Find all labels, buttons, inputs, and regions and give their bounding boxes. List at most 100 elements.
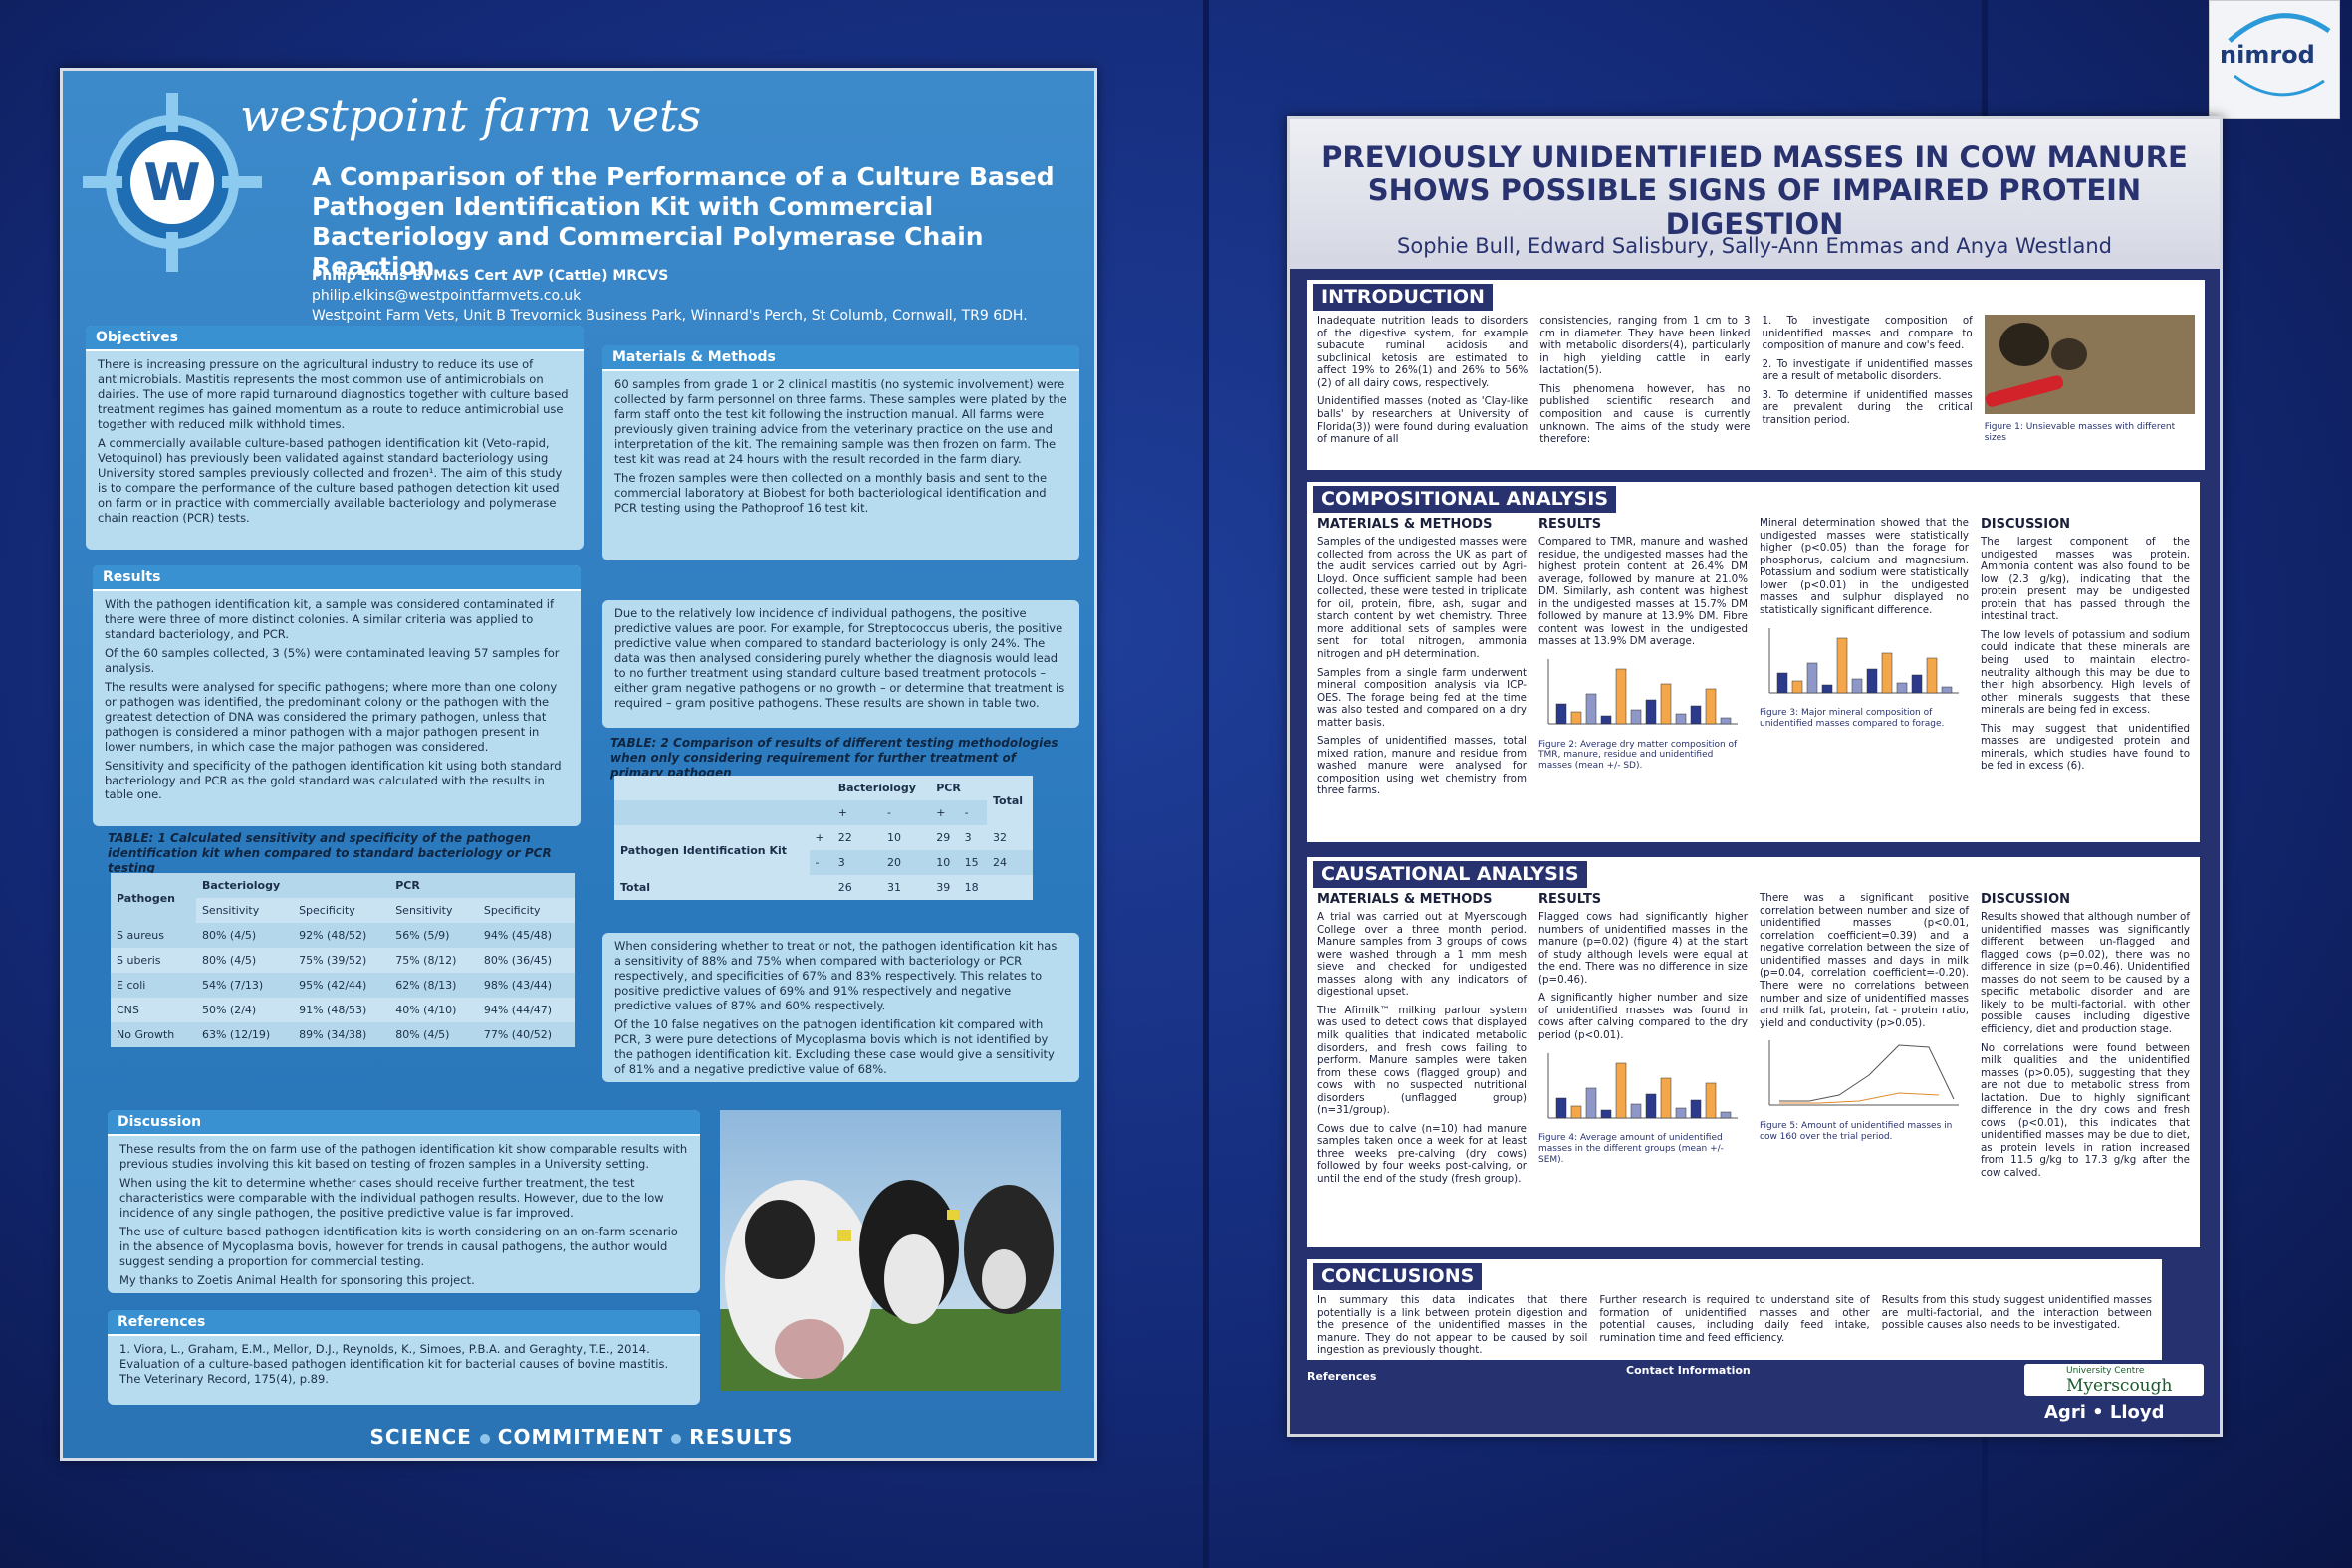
section-heading: References <box>108 1310 700 1337</box>
paragraph: When considering whether to treat or not… <box>614 939 1058 1012</box>
table-cell: 56% (5/9) <box>395 929 450 942</box>
table-row: Bacteriology PCR Total <box>614 776 1033 807</box>
paragraph: Unidentified masses (noted as 'Clay-like… <box>1317 395 1529 446</box>
brand: westpoint farm vets <box>240 89 702 142</box>
section-body: 1. Viora, L., Graham, E.M., Mellor, D.J.… <box>108 1336 700 1397</box>
table-header: Bacteriology <box>201 879 281 892</box>
table-row: S uberis 80% (4/5) 75% (39/52) 75% (8/12) 80… <box>111 948 575 973</box>
causational-analysis: CAUSATIONAL ANALYSIS MATERIALS & METHODS A… <box>1307 857 2200 1247</box>
row-sign: - <box>815 856 820 869</box>
column-heading: MATERIALS & METHODS <box>1317 892 1493 908</box>
paragraph: The Afimilk™ milking parlour system was … <box>1317 1004 1527 1117</box>
table-cell: 10 <box>886 831 901 844</box>
table-header: PCR <box>936 782 961 794</box>
paragraph: No correlations were found between milk … <box>1981 1041 2190 1179</box>
table-cell: 94% (45/48) <box>483 929 553 942</box>
author: Philip Elkins BVM&S Cert AVP (Cattle) MR… <box>312 268 669 284</box>
section-heading: COMPOSITIONAL ANALYSIS <box>1313 486 1616 514</box>
paragraph: Mineral determination showed that the un… <box>1760 517 1969 616</box>
section-body: Due to the relatively low incidence of i… <box>602 600 1079 721</box>
compositional-analysis: COMPOSITIONAL ANALYSIS MATERIALS & METHOD… <box>1307 482 2200 842</box>
columns: MATERIALS & METHODS Samples of the undige… <box>1307 517 2200 803</box>
section-heading: Objectives <box>86 326 584 352</box>
address: Westpoint Farm Vets, Unit B Trevornick B… <box>312 308 1028 324</box>
materials: Materials & Methods 60 samples from grad… <box>602 345 1079 560</box>
results-continued: When considering whether to treat or not… <box>602 933 1079 1082</box>
logo-swoosh <box>2228 13 2331 97</box>
column-heading: DISCUSSION <box>1981 892 2070 908</box>
figure-caption: Figure 3: Major mineral composition of u… <box>1760 708 1945 730</box>
table-row: S aureus 80% (4/5) 92% (48/52) 56% (5/9) 94%… <box>111 923 575 948</box>
paragraph: Inadequate nutrition leads to disorders … <box>1317 315 1529 389</box>
section-body: There is increasing pressure on the agri… <box>86 351 584 535</box>
separator-dot <box>671 1434 682 1444</box>
logo-text: Lloyd <box>2109 1402 2165 1423</box>
table-cell: 3 <box>964 831 972 844</box>
table-row: E coli 54% (7/13) 95% (42/44) 62% (8/13) 98%… <box>111 973 575 998</box>
figure-caption: Figure 2: Average dry matter composition… <box>1538 739 1738 772</box>
conclusions: CONCLUSIONS In summary this data indicate… <box>1307 1259 2162 1360</box>
cow-photo <box>720 1110 1061 1391</box>
table-cell: 94% (44/47) <box>483 1004 553 1016</box>
table-header: Sensitivity <box>201 904 260 917</box>
paragraph: Of the 60 samples collected, 3 (5%) were… <box>105 646 560 675</box>
paragraph: 3. To determine if unidentified masses a… <box>1762 388 1973 426</box>
nimrod-logo: nimrod <box>2209 0 2340 119</box>
row-label: S aureus <box>117 929 164 942</box>
column: There was a significant positive correla… <box>1760 892 1969 1191</box>
table-cell: 10 <box>936 856 951 869</box>
table-caption: TABLE: 1 Calculated sensitivity and spec… <box>108 831 552 875</box>
column-heading: RESULTS <box>1538 517 1602 533</box>
column: MATERIALS & METHODS Samples of the undige… <box>1317 517 1527 803</box>
figure-graphic <box>1984 315 2195 415</box>
table-row: + - + - <box>614 800 1033 825</box>
table-cell: 18 <box>964 881 979 894</box>
footer: References Contact Information Universit… <box>1307 1364 2204 1434</box>
table-row: Pathogen Identification Kit +22 10 29 3 32 <box>614 825 1033 857</box>
logo: W <box>83 93 262 272</box>
table-cell: 80% (36/45) <box>483 954 553 967</box>
table-cell: 89% (34/38) <box>299 1028 367 1041</box>
paragraph: There was a significant positive correla… <box>1760 892 1969 1029</box>
table-1: Pathogen Bacteriology PCR Sensitivity Specif… <box>111 873 575 1047</box>
paragraph: Compared to TMR, manure and washed resid… <box>1538 536 1748 648</box>
column: consistencies, ranging from 1 cm to 3 cm… <box>1539 315 1750 451</box>
table-cell: 50% (2/4) <box>201 1004 257 1016</box>
paragraph: The largest component of the undigested … <box>1981 536 2190 623</box>
figure-graphic <box>1547 658 1738 725</box>
columns: MATERIALS & METHODS A trial was carried o… <box>1307 892 2200 1191</box>
paragraph: With the pathogen identification kit, a … <box>105 597 555 642</box>
column: Further research is required to understa… <box>1599 1294 1869 1360</box>
section-body: 60 samples from grade 1 or 2 clinical ma… <box>602 371 1079 525</box>
poster-title: A Comparison of the Performance of a Cul… <box>312 162 1055 281</box>
references: References 1. Viora, L., Graham, E.M., M… <box>108 1310 700 1405</box>
table-cell: 75% (39/52) <box>299 954 367 967</box>
figure-graphic <box>1768 1040 1959 1106</box>
row-label: S uberis <box>117 954 161 967</box>
column: RESULTS Flagged cows had significantly hi… <box>1538 892 1748 1191</box>
board-seam <box>1203 0 1209 1568</box>
column-heading: MATERIALS & METHODS <box>1317 517 1493 533</box>
paragraph: When using the kit to determine whether … <box>119 1176 664 1220</box>
paragraph: Flagged cows had significantly higher nu… <box>1538 911 1748 986</box>
table-row: Pathogen Bacteriology PCR <box>111 873 575 905</box>
table-cell: 75% (8/12) <box>395 954 457 967</box>
objectives: Objectives There is increasing pressure … <box>86 326 584 550</box>
paragraph: Samples from a single farm underwent min… <box>1317 666 1527 729</box>
table-header: + <box>936 806 946 819</box>
logo-letter: W <box>143 153 200 213</box>
paragraph: The use of culture based pathogen identi… <box>119 1224 678 1268</box>
table-cell: 92% (48/52) <box>299 929 367 942</box>
section-heading: Materials & Methods <box>602 345 1079 372</box>
table-cell: 15 <box>964 856 979 869</box>
table-cell: 20 <box>886 856 901 869</box>
footer-word: SCIENCE <box>369 1425 472 1449</box>
left-poster: W westpoint farm vets A Comparison of th… <box>60 68 1097 1461</box>
section-heading: Discussion <box>108 1110 700 1137</box>
table-row: CNS 50% (2/4) 91% (48/53) 40% (4/10) 94% (44… <box>111 998 575 1022</box>
table-cell: 95% (42/44) <box>299 979 367 992</box>
row-label: CNS <box>117 1004 139 1016</box>
table-cell: 91% (48/53) <box>299 1004 367 1016</box>
row-label: Pathogen Identification Kit <box>620 843 788 857</box>
table-cell: 32 <box>992 831 1007 844</box>
